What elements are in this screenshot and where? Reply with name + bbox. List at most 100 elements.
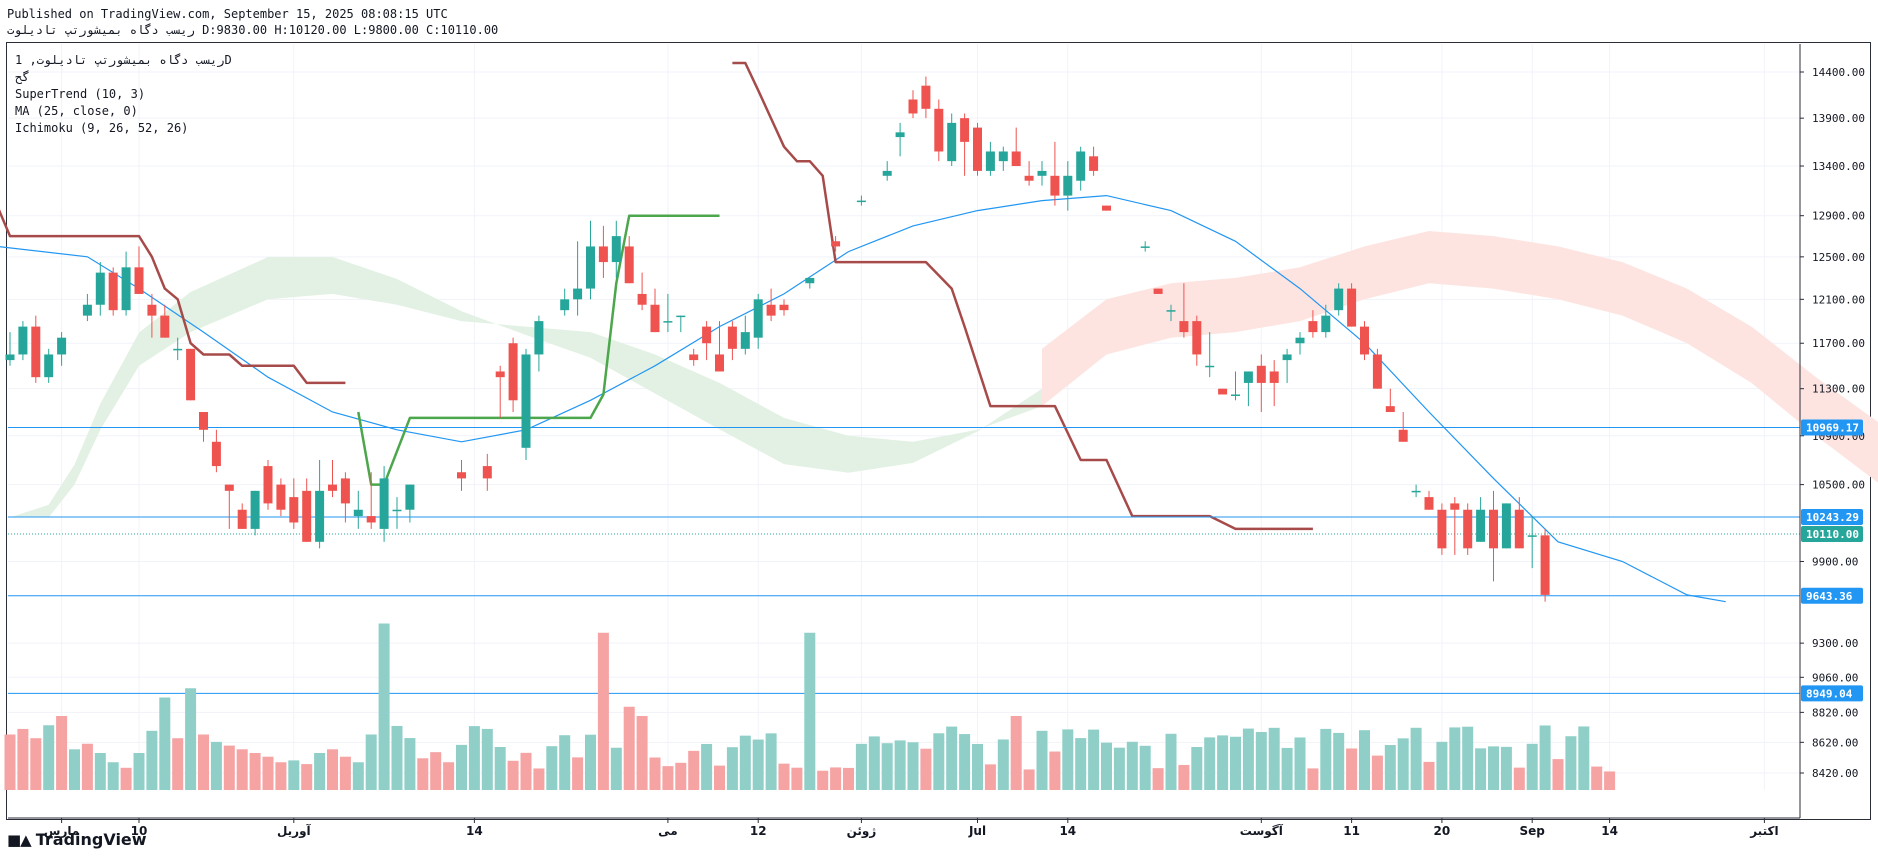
candle[interactable] [727,326,737,349]
candle[interactable] [1102,205,1111,211]
candle[interactable] [702,326,712,344]
candle[interactable] [211,441,221,467]
candle[interactable] [199,412,208,430]
candle[interactable] [895,132,905,138]
candle[interactable] [315,490,325,542]
candle[interactable] [508,343,518,401]
candle[interactable] [379,478,389,529]
candle[interactable] [173,348,183,351]
candle[interactable] [998,151,1008,162]
candle[interactable] [1437,509,1447,549]
candle[interactable] [276,484,286,510]
candle[interactable] [586,246,595,289]
candle[interactable] [947,122,957,162]
candle[interactable] [405,484,415,510]
candle[interactable] [263,466,273,504]
candle[interactable] [960,118,970,142]
candle[interactable] [1450,503,1460,510]
candle[interactable] [921,85,931,109]
candle[interactable] [598,246,608,263]
candle[interactable] [1243,371,1253,383]
candle[interactable] [663,321,673,323]
candle[interactable] [82,304,92,316]
candle[interactable] [18,326,28,355]
candle[interactable] [1269,371,1279,383]
candle[interactable] [57,337,67,355]
candle[interactable] [1527,535,1537,537]
candle[interactable] [1179,321,1189,333]
candle[interactable] [1282,354,1292,361]
candle[interactable] [856,200,866,203]
candle[interactable] [1385,406,1395,413]
candle[interactable] [289,497,299,523]
candle[interactable] [160,315,170,338]
candle[interactable] [1166,310,1176,312]
candle[interactable] [882,170,892,176]
candle[interactable] [676,315,686,318]
candle[interactable] [934,108,944,152]
candle[interactable] [108,272,118,311]
candle[interactable] [147,304,157,316]
candle[interactable] [1476,509,1486,542]
candle[interactable] [1360,326,1369,355]
candle[interactable] [482,466,492,479]
candle[interactable] [831,241,841,247]
candle[interactable] [1192,321,1202,355]
candle[interactable] [392,509,402,512]
candle[interactable] [1050,175,1060,196]
candle[interactable] [908,99,918,114]
candle[interactable] [1334,288,1344,311]
candle[interactable] [1463,509,1473,549]
candle[interactable] [1153,288,1163,294]
candle[interactable] [1063,175,1073,196]
candle[interactable] [650,304,660,333]
brand[interactable]: ■▲ TradingView [7,830,147,849]
candle[interactable] [328,484,337,491]
candle[interactable] [134,267,144,294]
candle[interactable] [250,490,260,529]
candle[interactable] [1089,156,1099,171]
candle[interactable] [521,354,531,448]
candle[interactable] [302,490,312,542]
candle[interactable] [689,354,699,361]
candle[interactable] [1295,337,1305,344]
candle[interactable] [753,299,763,338]
candle[interactable] [1011,151,1021,167]
candle[interactable] [5,354,15,361]
candle[interactable] [715,354,724,372]
candle[interactable] [224,484,234,491]
candle[interactable] [1321,315,1331,333]
candle[interactable] [1411,490,1421,493]
candle[interactable] [237,509,247,529]
candle[interactable] [624,246,634,284]
candle[interactable] [973,127,982,171]
candle[interactable] [44,354,54,378]
candle[interactable] [31,326,41,378]
legend-ichimoku[interactable]: Ichimoku (9, 26, 52, 26) [15,121,189,135]
candle[interactable] [740,332,750,349]
candle[interactable] [560,299,570,311]
candle[interactable] [1424,497,1434,510]
candle[interactable] [1256,365,1266,383]
legend-supertrend[interactable]: SuperTrend (10, 3) [15,87,146,101]
candle[interactable] [766,304,776,316]
candle[interactable] [366,516,376,523]
candle[interactable] [1218,388,1228,395]
candle[interactable] [1037,170,1047,176]
candle[interactable] [457,472,466,479]
candle[interactable] [637,293,647,305]
candle[interactable] [121,267,131,311]
legend-symbol[interactable]: ریسب دگاه بمیشورتپ تادیلوت, 1D [15,53,232,67]
candle[interactable] [1231,394,1240,396]
candle[interactable] [186,348,196,401]
candle[interactable] [805,277,815,284]
candle[interactable] [1076,151,1086,181]
candle[interactable] [95,272,105,305]
candle[interactable] [985,151,995,171]
candle[interactable] [1489,509,1498,549]
candle[interactable] [1024,175,1034,181]
candle[interactable] [1308,321,1318,333]
candle[interactable] [495,371,505,378]
candle[interactable] [1140,246,1150,248]
